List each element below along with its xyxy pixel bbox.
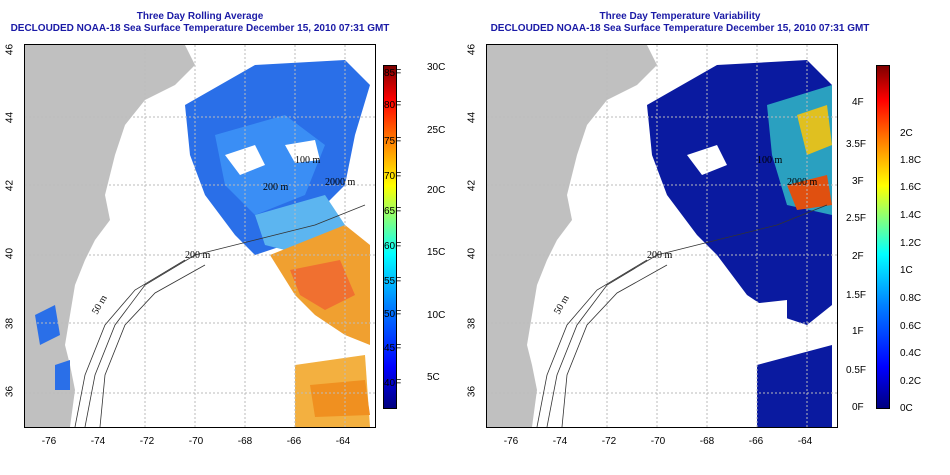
lat-tick: 46 xyxy=(466,43,478,56)
right-map-title: Three Day Temperature Variability DECLOU… xyxy=(450,11,910,35)
cbar-label-f: 40F xyxy=(384,378,402,389)
contour-label-2000m: 2000 m xyxy=(325,177,356,188)
lat-tick: 44 xyxy=(466,111,478,124)
lat-tick: 40 xyxy=(466,247,478,260)
lon-tick: -72 xyxy=(139,436,155,447)
land-mass xyxy=(487,45,657,427)
right-variability-map: 200 m 50 m 100 m 2000 m xyxy=(486,44,838,428)
cbar-label-f: 55F xyxy=(384,276,402,287)
left-map-title: Three Day Rolling Average DECLOUDED NOAA… xyxy=(0,11,400,35)
lon-tick: -68 xyxy=(699,436,715,447)
cbar-label-c: 10C xyxy=(427,310,446,321)
left-sst-map: 200 m 50 m 100 m 200 m 2000 m xyxy=(24,44,376,428)
right-colorbar xyxy=(876,65,890,409)
lat-tick: 44 xyxy=(4,111,16,124)
lon-tick: -72 xyxy=(601,436,617,447)
cbar-label-c: 1.2C xyxy=(900,238,922,249)
cbar-label-f: 70F xyxy=(384,171,402,182)
right-title-line2: DECLOUDED NOAA-18 Sea Surface Temperatur… xyxy=(490,23,870,34)
cbar-label-c: 1.8C xyxy=(900,155,922,166)
lon-tick: -74 xyxy=(552,436,568,447)
lat-tick: 46 xyxy=(4,43,16,56)
right-map-canvas: 200 m 50 m 100 m 2000 m xyxy=(487,45,837,427)
cbar-label-f: 75F xyxy=(384,136,402,147)
lon-tick: -74 xyxy=(90,436,106,447)
cbar-label-c: 20C xyxy=(427,185,446,196)
lat-tick: 42 xyxy=(466,179,478,192)
cbar-label-f: 3F xyxy=(852,176,864,187)
cbar-label-c: 0.8C xyxy=(900,293,922,304)
cbar-label-f: 50F xyxy=(384,309,402,320)
cbar-label-f: 0F xyxy=(852,402,864,413)
cbar-label-c: 5C xyxy=(427,372,440,383)
cbar-label-f: 3.5F xyxy=(846,139,867,150)
left-title-line2: DECLOUDED NOAA-18 Sea Surface Temperatur… xyxy=(10,23,390,34)
lat-tick: 42 xyxy=(4,179,16,192)
lon-tick: -70 xyxy=(188,436,204,447)
cbar-label-c: 0.2C xyxy=(900,376,922,387)
contour-label-2000m: 2000 m xyxy=(787,177,818,188)
lat-tick: 36 xyxy=(4,385,16,398)
cbar-label-c: 15C xyxy=(427,247,446,258)
land-mass xyxy=(25,45,195,427)
cbar-label-f: 85F xyxy=(384,68,402,79)
cbar-label-c: 1.4C xyxy=(900,210,922,221)
cbar-label-f: 1.5F xyxy=(846,290,867,301)
lon-tick: -70 xyxy=(650,436,666,447)
lat-tick: 38 xyxy=(466,317,478,330)
cbar-label-f: 2.5F xyxy=(846,213,867,224)
right-title-line1: Three Day Temperature Variability xyxy=(599,11,761,22)
lon-tick: -68 xyxy=(237,436,253,447)
lat-tick: 40 xyxy=(4,247,16,260)
cbar-label-c: 2C xyxy=(900,128,913,139)
lat-tick: 38 xyxy=(4,317,16,330)
lon-tick: -64 xyxy=(797,436,813,447)
cbar-label-c: 1.6C xyxy=(900,182,922,193)
contour-label-50m: 50 m xyxy=(552,293,572,316)
lat-tick: 36 xyxy=(466,385,478,398)
cbar-label-f: 2F xyxy=(852,251,864,262)
cbar-label-c: 0C xyxy=(900,403,913,414)
cbar-label-f: 1F xyxy=(852,326,864,337)
lon-tick: -76 xyxy=(41,436,57,447)
lon-tick: -66 xyxy=(748,436,764,447)
contour-label-200m: 200 m xyxy=(647,250,673,261)
cbar-label-f: 45F xyxy=(384,343,402,354)
contour-label-200m-north: 200 m xyxy=(263,182,289,193)
contour-label-200m: 200 m xyxy=(185,250,211,261)
cbar-label-f: 4F xyxy=(852,97,864,108)
cbar-label-c: 0.6C xyxy=(900,321,922,332)
contour-label-100m: 100 m xyxy=(295,155,321,166)
lon-tick: -66 xyxy=(286,436,302,447)
left-map-canvas: 200 m 50 m 100 m 200 m 2000 m xyxy=(25,45,375,427)
cbar-label-c: 30C xyxy=(427,62,446,73)
cbar-label-f: 65F xyxy=(384,206,402,217)
contour-label-50m: 50 m xyxy=(90,293,110,316)
left-title-line1: Three Day Rolling Average xyxy=(136,11,264,22)
cbar-label-f: 0.5F xyxy=(846,365,867,376)
left-colorbar xyxy=(383,65,397,409)
contour-label-100m: 100 m xyxy=(757,155,783,166)
cbar-label-c: 0.4C xyxy=(900,348,922,359)
lon-tick: -64 xyxy=(335,436,351,447)
cbar-label-f: 60F xyxy=(384,241,402,252)
cbar-label-c: 1C xyxy=(900,265,913,276)
cbar-label-f: 80F xyxy=(384,100,402,111)
cbar-label-c: 25C xyxy=(427,125,446,136)
lon-tick: -76 xyxy=(503,436,519,447)
